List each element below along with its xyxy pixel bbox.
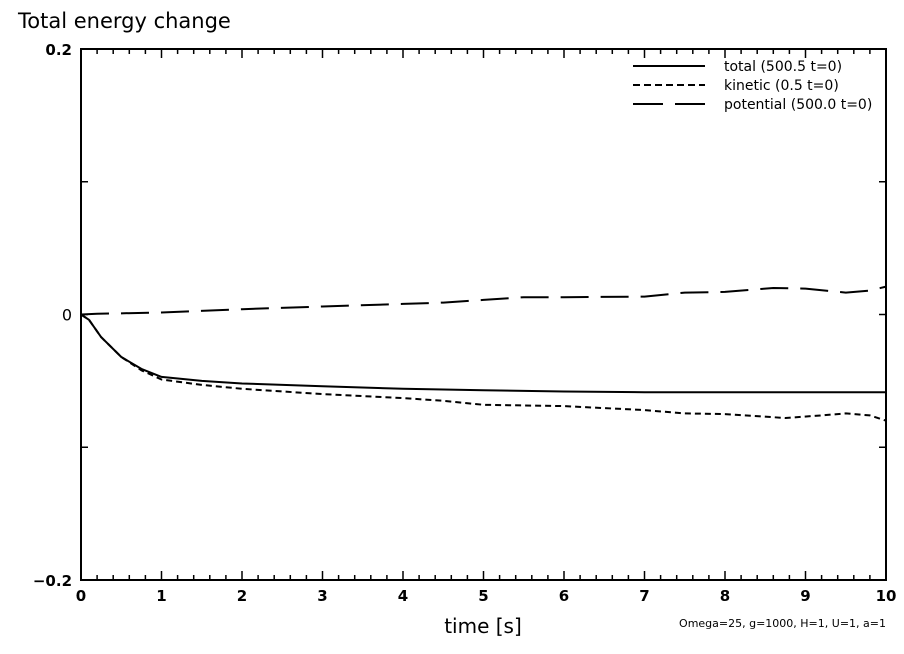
x-tick-label: 4 bbox=[398, 587, 408, 605]
series-line-total bbox=[80, 313, 886, 394]
x-tick-label: 1 bbox=[156, 587, 166, 605]
x-tick-label: 10 bbox=[876, 587, 897, 605]
x-tick-label: 9 bbox=[800, 587, 810, 605]
x-tick-label: 3 bbox=[317, 587, 327, 605]
x-tick-label: 7 bbox=[639, 587, 649, 605]
x-tick-label: 0 bbox=[76, 587, 86, 605]
y-tick-label: −0.2 bbox=[33, 572, 72, 590]
x-tick-label: 2 bbox=[237, 587, 247, 605]
legend-label-potential: potential (500.0 t=0) bbox=[724, 97, 872, 113]
chart-title: Total energy change bbox=[17, 9, 231, 33]
parameters-annotation: Omega=25, g=1000, H=1, U=1, a=1 bbox=[679, 617, 886, 630]
axes: 0 1 2 3 4 5 6 7 8 9 10−0.200.2 bbox=[33, 41, 897, 605]
y-tick-label: 0 bbox=[62, 306, 72, 325]
series-line-potential bbox=[80, 285, 887, 316]
legend: total (500.5 t=0) kinetic (0.5 t=0) potent… bbox=[633, 59, 872, 113]
y-tick-label: 0.2 bbox=[45, 41, 72, 59]
legend-label-total: total (500.5 t=0) bbox=[724, 59, 842, 75]
series-line-kinetic bbox=[80, 313, 887, 422]
legend-label-kinetic: kinetic (0.5 t=0) bbox=[724, 78, 839, 94]
plot-frame bbox=[80, 48, 887, 581]
x-axis-label: time [s] bbox=[444, 614, 522, 638]
x-tick-label: 6 bbox=[559, 587, 569, 605]
series-lines bbox=[80, 285, 887, 422]
x-tick-label: 5 bbox=[478, 587, 488, 605]
x-tick-label: 8 bbox=[720, 587, 730, 605]
